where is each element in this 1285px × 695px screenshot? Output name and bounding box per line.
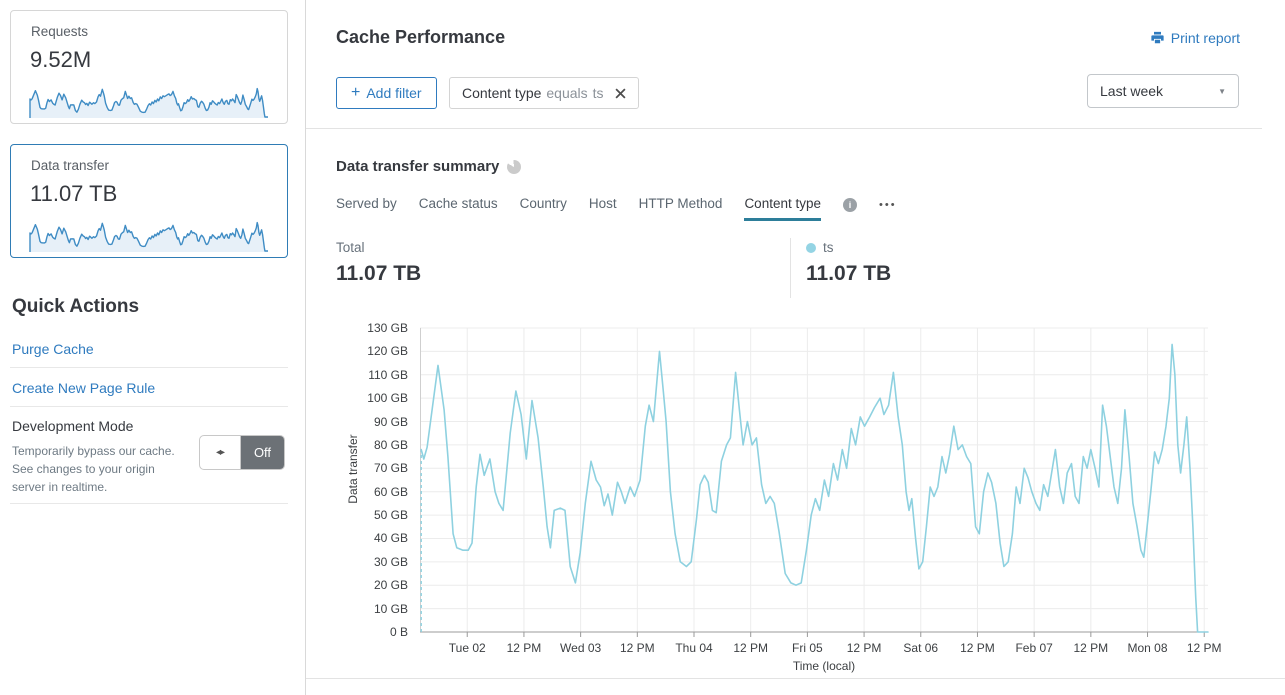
y-tick-label: 70 GB <box>373 461 408 476</box>
data-transfer-sparkline <box>29 221 268 252</box>
requests-card-label: Requests <box>31 24 89 39</box>
divider <box>10 367 288 368</box>
total-label: Total <box>336 240 365 255</box>
y-tick-label: 130 GB <box>367 321 408 335</box>
main-content: Cache Performance Print report + Add fil… <box>305 0 1285 695</box>
date-range-value: Last week <box>1100 83 1164 99</box>
x-axis-title: Time (local) <box>792 659 856 673</box>
filter-chip-value: ts <box>592 85 604 101</box>
pie-chart-icon <box>507 159 522 174</box>
filter-chip-operator: equals <box>546 85 588 101</box>
y-tick-label: 40 GB <box>373 531 408 546</box>
toggle-knob: ◂▸ <box>200 436 241 469</box>
info-icon[interactable]: i <box>843 198 857 212</box>
divider <box>306 678 1285 679</box>
x-tick-label: Tue 02 <box>448 641 486 655</box>
series-line-ts <box>420 343 1209 633</box>
y-tick-label: 120 GB <box>367 344 408 359</box>
x-tick-label: Sat 06 <box>903 641 939 655</box>
x-tick-label: 12 PM <box>1186 641 1222 655</box>
x-tick-label: Mon 08 <box>1127 641 1168 655</box>
data-transfer-card-value: 11.07 TB <box>30 181 118 206</box>
y-tick-label: 80 GB <box>373 437 408 452</box>
plus-icon: + <box>351 84 361 101</box>
requests-card-value: 9.52M <box>30 47 92 72</box>
toggle-off-label: Off <box>241 436 284 469</box>
legend-label: ts <box>823 240 834 255</box>
purge-cache-link[interactable]: Purge Cache <box>12 341 94 357</box>
y-tick-label: 10 GB <box>373 601 408 616</box>
x-tick-label: 12 PM <box>960 641 995 655</box>
tab-country[interactable]: Country <box>519 196 567 211</box>
y-tick-label: 0 B <box>389 625 408 639</box>
y-tick-label: 30 GB <box>373 554 408 569</box>
chevron-down-icon: ▼ <box>1218 86 1226 96</box>
remove-filter-button[interactable] <box>615 87 626 99</box>
page-title: Cache Performance <box>336 27 506 47</box>
y-tick-label: 110 GB <box>368 367 408 382</box>
resize-arrows-icon: ◂▸ <box>215 447 225 458</box>
requests-metric-card[interactable]: Requests 9.52M <box>10 10 288 124</box>
filter-chip-field: Content type <box>462 85 542 101</box>
summary-tabs: Served by Cache status Country Host HTTP Met… <box>336 196 897 221</box>
y-tick-label: 20 GB <box>373 578 408 593</box>
divider <box>10 503 288 504</box>
sparkline-fill <box>30 222 268 252</box>
quick-actions-title: Quick Actions <box>12 296 140 317</box>
x-tick-label: 12 PM <box>506 641 542 655</box>
data-transfer-card-label: Data transfer <box>31 158 110 173</box>
sparkline-fill <box>30 88 268 118</box>
x-tick-label: Wed 03 <box>560 641 602 655</box>
close-icon <box>615 87 626 99</box>
legend-item-ts: ts <box>806 240 834 255</box>
tab-host[interactable]: Host <box>588 196 617 211</box>
add-filter-label: Add filter <box>366 85 422 101</box>
tab-cache-status[interactable]: Cache status <box>418 196 498 211</box>
date-range-select[interactable]: Last week ▼ <box>1087 74 1239 108</box>
sparkline-line <box>29 221 268 252</box>
tab-http-method[interactable]: HTTP Method <box>638 196 723 211</box>
data-transfer-metric-card[interactable]: Data transfer 11.07 TB <box>10 144 288 258</box>
x-tick-label: 12 PM <box>733 641 769 655</box>
add-filter-button[interactable]: + Add filter <box>336 77 437 109</box>
legend-value: 11.07 TB <box>806 262 892 285</box>
data-transfer-chart[interactable] <box>420 327 1209 638</box>
x-tick-label: 12 PM <box>846 641 882 655</box>
print-report-button[interactable]: Print report <box>1150 30 1240 46</box>
y-tick-label: 100 GB <box>367 391 408 406</box>
tab-content-type[interactable]: Content type <box>744 196 821 221</box>
printer-icon <box>1151 31 1164 44</box>
divider <box>306 128 1262 129</box>
x-tick-label: Feb 07 <box>1015 641 1053 655</box>
create-new-page-rule-link[interactable]: Create New Page Rule <box>12 380 156 396</box>
filter-chip-content-type[interactable]: Content type equals ts <box>449 77 639 109</box>
x-tick-label: Fri 05 <box>792 641 823 655</box>
tab-served-by[interactable]: Served by <box>336 196 397 211</box>
x-tick-label: 12 PM <box>1073 641 1109 655</box>
divider <box>10 406 288 407</box>
x-tick-label: 12 PM <box>619 641 655 655</box>
requests-sparkline <box>29 87 268 118</box>
sidebar: Requests 9.52M Data transfer 11.07 TB Qu… <box>0 0 305 695</box>
y-tick-label: 90 GB <box>373 414 408 429</box>
sparkline-line <box>29 87 268 118</box>
total-value: 11.07 TB <box>336 262 422 285</box>
y-tick-label: 50 GB <box>373 508 408 523</box>
more-options-button[interactable]: ••• <box>879 199 897 211</box>
legend-dot-icon <box>806 242 816 253</box>
summary-section-title: Data transfer summary <box>336 158 522 175</box>
y-tick-label: 60 GB <box>373 484 408 499</box>
x-tick-label: Thu 04 <box>675 641 713 655</box>
development-mode-toggle[interactable]: ◂▸ Off <box>199 435 285 470</box>
divider <box>790 238 791 298</box>
development-mode-description: Temporarily bypass our cache. See change… <box>12 444 175 494</box>
summary-title-text: Data transfer summary <box>336 158 500 175</box>
development-mode-title: Development Mode <box>12 418 134 434</box>
print-report-label: Print report <box>1170 30 1240 46</box>
